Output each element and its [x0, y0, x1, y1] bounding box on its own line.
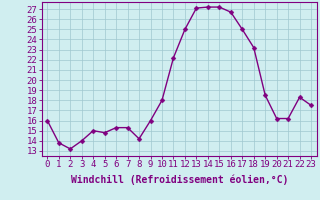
X-axis label: Windchill (Refroidissement éolien,°C): Windchill (Refroidissement éolien,°C) — [70, 175, 288, 185]
